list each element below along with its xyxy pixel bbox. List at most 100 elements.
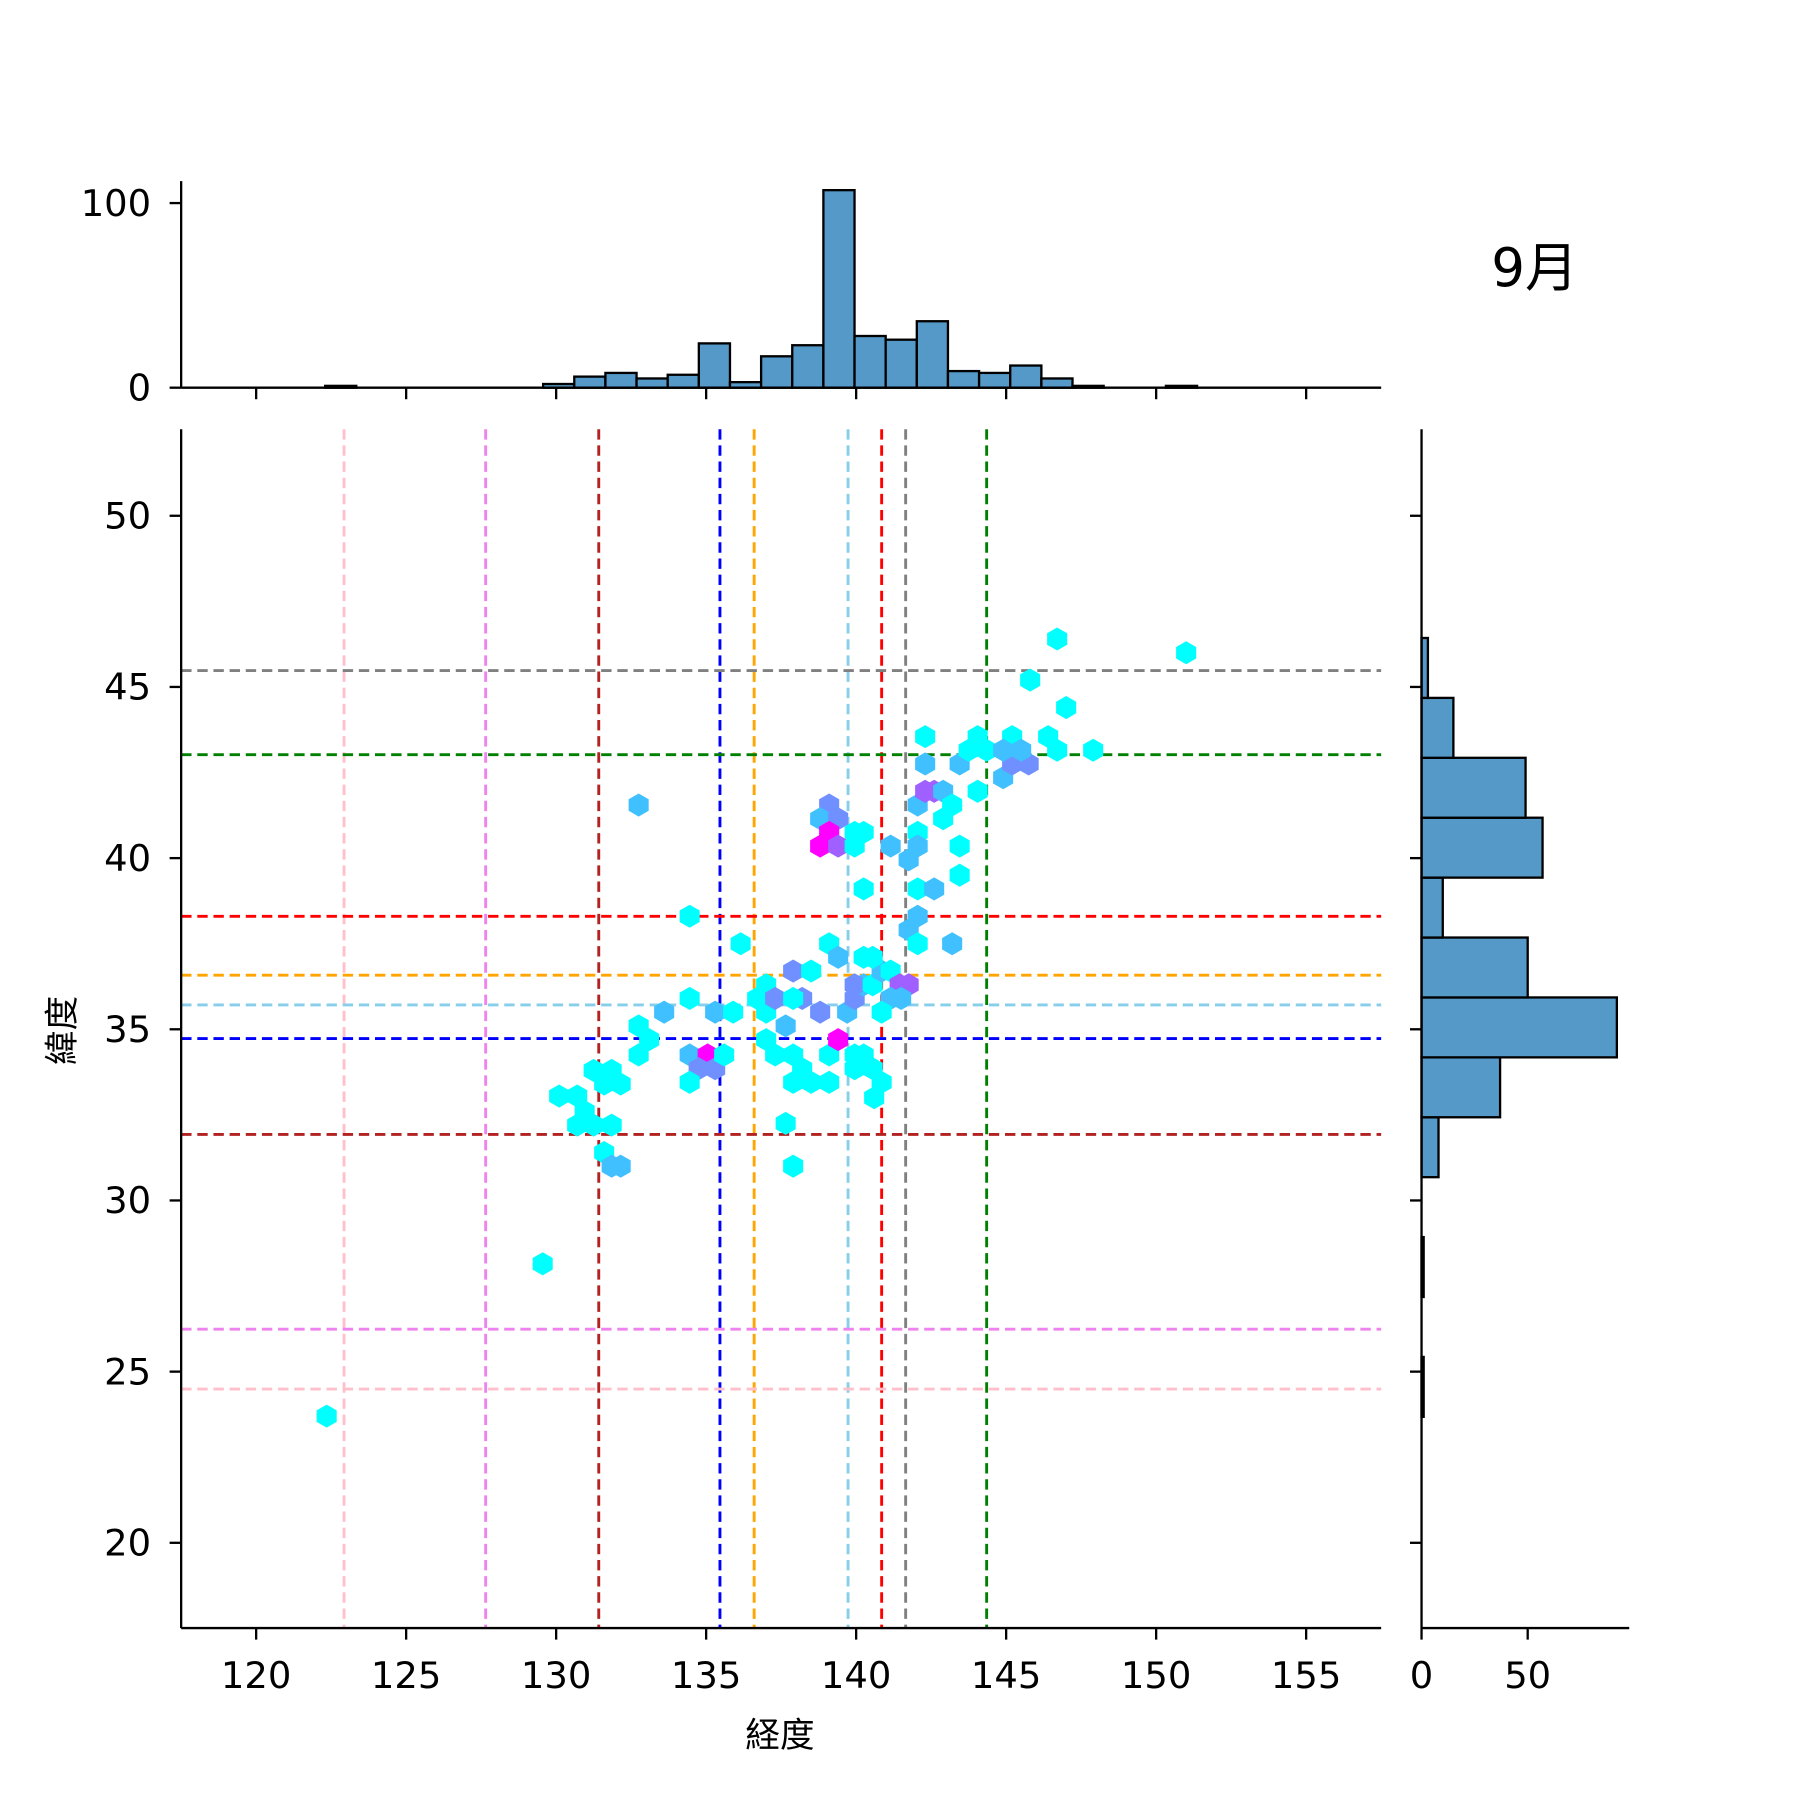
hexbin-cell: [783, 1070, 804, 1094]
hexbin-cell: [880, 834, 901, 858]
hexbin-cell: [601, 1113, 622, 1137]
hexbin-cell: [810, 1000, 831, 1024]
hexbin-cell: [583, 1113, 604, 1137]
hexbin-cell: [958, 738, 979, 762]
hexbin-cell: [828, 834, 849, 858]
hexbin-cell: [730, 932, 751, 956]
hexbin-cell: [747, 986, 768, 1010]
hexbin-cell: [853, 877, 874, 901]
chart-title: 9月: [1491, 237, 1578, 299]
hexbin-cell: [801, 959, 822, 983]
x-tick-label: 120: [221, 1654, 291, 1697]
x-tick-label: 130: [521, 1654, 591, 1697]
hexbin-cell: [949, 863, 970, 887]
hexbin-cell: [898, 848, 919, 872]
hexbin-cell: [316, 1404, 337, 1428]
y-tick-label: 35: [104, 1008, 151, 1051]
histogram-bar: [1420, 696, 1455, 759]
hexbin-cell: [723, 1000, 744, 1024]
x-tick-label: 135: [671, 1654, 741, 1697]
hexbin-cell: [783, 1154, 804, 1178]
hexbin-cell: [549, 1084, 570, 1108]
hexbin-cell: [949, 834, 970, 858]
histogram-bar: [1009, 364, 1043, 389]
hexbin-cell: [567, 1113, 588, 1137]
hexbin-cell: [679, 1070, 700, 1094]
x-tick-label: 155: [1271, 1654, 1341, 1697]
hexbin-cell: [993, 738, 1014, 762]
top-y-tick-label: 100: [81, 182, 151, 225]
axes: 120 125 130 135 140 145 150 155 20 25 30 35 40 45 50 0 1…: [81, 181, 1630, 1697]
hexbin-cell: [828, 945, 849, 969]
x-axis-label: 経度: [745, 1716, 814, 1756]
hexbin-cell: [775, 1111, 796, 1135]
y-tick-label: 45: [104, 666, 151, 709]
hexbin-cell: [679, 904, 700, 928]
hexbin-cell: [628, 1043, 649, 1067]
hexbin-cell: [967, 779, 988, 803]
hexbin-cell: [1047, 738, 1068, 762]
histogram-bar: [884, 338, 918, 389]
hexbin-cell: [765, 986, 786, 1010]
hexbin-cell: [907, 932, 928, 956]
y-tick-label: 25: [104, 1350, 151, 1393]
histogram-bar: [791, 344, 825, 389]
hexbin-cell: [1047, 627, 1068, 651]
hexbin-cell: [862, 945, 883, 969]
hexbin-cell: [679, 986, 700, 1010]
hexbin-cell: [891, 986, 912, 1010]
hexbin-cell: [1011, 738, 1032, 762]
histogram-bar: [977, 371, 1012, 389]
x-tick-label: 145: [971, 1654, 1041, 1697]
hexbin-cell: [1056, 696, 1077, 720]
histogram-bar: [666, 373, 700, 389]
right-x-tick-label: 50: [1504, 1654, 1551, 1697]
y-tick-label: 50: [104, 494, 151, 537]
hexbin-cell: [828, 1028, 849, 1052]
histogram-bar: [1420, 996, 1619, 1059]
hexbin-cell: [915, 779, 936, 803]
hexbin-cell: [801, 1070, 822, 1094]
histogram-bar: [822, 189, 856, 389]
hexbin-cell: [705, 1000, 726, 1024]
hexbin-cell: [1083, 738, 1104, 762]
hexbin-cell: [871, 1070, 892, 1094]
histogram-bar: [1420, 756, 1527, 819]
right-x-tick-label: 0: [1410, 1654, 1433, 1697]
y-tick-label: 20: [104, 1522, 151, 1565]
x-tick-label: 150: [1121, 1654, 1191, 1697]
hexbin-cell: [532, 1252, 553, 1276]
hexbin-cell: [1176, 641, 1197, 665]
hexbin-cell: [915, 752, 936, 776]
hexbin-cell: [775, 1014, 796, 1038]
hexbin-cell: [610, 1072, 631, 1096]
hexbin-cell: [933, 807, 954, 831]
histogram-bar: [697, 342, 732, 389]
hexbin-cell: [819, 1043, 840, 1067]
top-y-tick-label: 0: [128, 366, 151, 409]
hexbin-cell: [924, 877, 945, 901]
histogram-bar: [946, 369, 981, 389]
hexbin-cell: [942, 932, 963, 956]
histogram-bar: [1420, 876, 1444, 939]
top-marginal-histogram: [323, 189, 1199, 389]
hexbin-cell: [871, 1000, 892, 1024]
hexbin-cell: [853, 820, 874, 844]
hexbin-layer: [316, 627, 1197, 1428]
histogram-bar: [635, 377, 669, 389]
hexbin-cell: [783, 959, 804, 983]
hexbin-cell: [714, 1043, 735, 1067]
histogram-bar: [1420, 1116, 1440, 1179]
hexbin-cell: [639, 1028, 660, 1052]
histogram-bar: [1420, 936, 1529, 999]
y-tick-label: 40: [104, 837, 151, 880]
hexbin-cell: [907, 877, 928, 901]
x-tick-label: 125: [371, 1654, 441, 1697]
x-tick-label: 140: [821, 1654, 891, 1697]
hexbin-cell: [594, 1072, 615, 1096]
y-tick-label: 30: [104, 1179, 151, 1222]
hexbin-cell: [783, 986, 804, 1010]
y-axis-label: 緯度: [43, 996, 83, 1065]
histogram-bar: [1420, 816, 1544, 879]
